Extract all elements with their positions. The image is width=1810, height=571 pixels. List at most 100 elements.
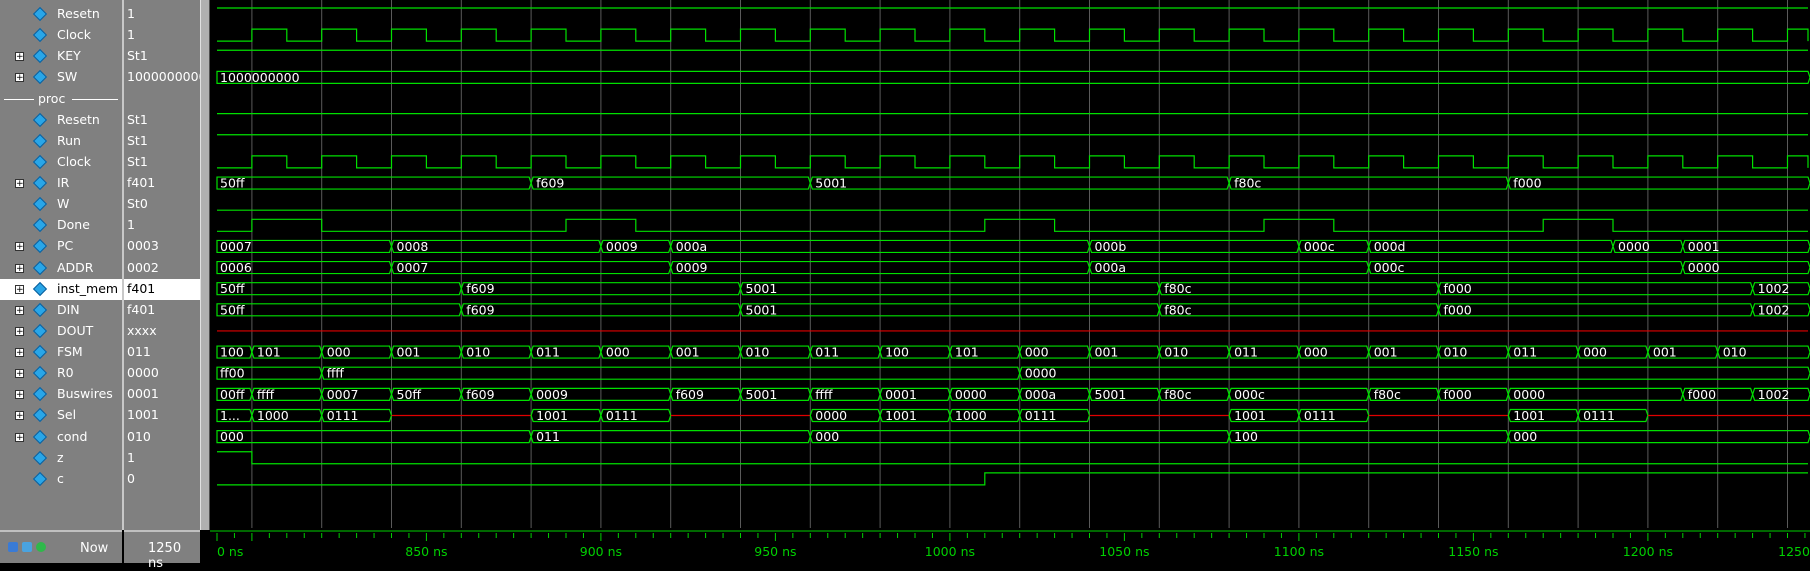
signal-value-row[interactable]: St1 [124,131,200,152]
signal-value-row[interactable]: 1 [124,215,200,236]
expand-icon[interactable]: + [15,369,24,380]
signal-row-sel[interactable]: + Sel [0,405,122,426]
waveform-ir[interactable]: 50ff f609 5001 f80c f000 [216,176,1810,191]
waveform-addr[interactable]: 0006 0007 0009 000a 000c 0000 [216,260,1810,275]
signal-row-w[interactable]: W [0,194,122,215]
bus-segment [1298,408,1370,423]
bus-value-label: 011 [536,429,560,444]
bus-value-label: 000 [327,345,351,360]
bus-value-label: 000 [1025,345,1049,360]
waveform-r0[interactable]: ff00 ffff 0000 [216,366,1810,381]
signal-value-row[interactable]: 0 [124,469,200,490]
bus-value-label: 000 [1304,345,1328,360]
signal-row-run[interactable]: Run [0,131,122,152]
waveform-c[interactable] [217,472,1808,486]
signal-row-resetn[interactable]: Resetn [0,110,122,131]
signal-row-din[interactable]: + DIN [0,300,122,321]
bus-value-label: f000 [1444,302,1472,317]
expand-icon[interactable]: + [15,390,24,401]
bus-value-label: 010 [1164,345,1188,360]
zoom-icon[interactable] [8,542,18,552]
waveform-clock[interactable] [217,28,1809,42]
bus-segment [390,345,462,359]
signal-row-key[interactable]: + KEY [0,46,122,67]
bus-value-label: f80c [1164,281,1191,296]
waveform-z[interactable] [217,451,1808,465]
expand-icon[interactable]: + [15,284,24,295]
signal-value-row[interactable]: 1 [124,25,200,46]
waveform-display[interactable]: 1000000000 50ff f609 5001 f80c f000 0007 0008 00… [210,0,1810,563]
signal-value-row[interactable]: f401 [124,278,200,300]
signal-value-row[interactable]: 0000 [124,363,200,384]
waveform-clock[interactable] [217,155,1809,169]
expand-icon[interactable]: + [15,411,24,422]
waveform-pc[interactable]: 0007 0008 0009 000a 000b 000c 000d 0000 0001 [216,239,1810,254]
signal-value-row[interactable]: xxxx [124,321,200,342]
signal-row-clock[interactable]: Clock [0,152,122,173]
signal-value-row[interactable]: 0001 [124,384,200,405]
signal-value-row[interactable]: 010 [124,427,200,448]
signal-value-row[interactable]: St1 [124,152,200,173]
signal-row-ir[interactable]: + IR [0,173,122,194]
signal-row-addr[interactable]: + ADDR [0,258,122,279]
group-divider-proc[interactable]: proc [0,89,122,110]
signal-row-inst_mem[interactable]: + inst_mem [0,278,122,300]
waveform-fsm[interactable]: 100 101 000 001 010 011 000 001 010 011 100 101 000 0… [216,345,1810,360]
signal-row-done[interactable]: Done [0,215,122,236]
waveform-done[interactable] [217,218,1808,232]
expand-icon[interactable]: + [15,348,24,359]
bus-segment [251,345,323,359]
signal-value-row[interactable]: 1 [124,4,200,25]
signal-value: 0000 [127,365,159,381]
signal-row-r0[interactable]: + R0 [0,363,122,384]
expand-icon[interactable]: + [15,305,24,316]
cursor-icon[interactable] [22,542,32,552]
expand-icon[interactable]: + [15,179,24,190]
signal-row-cond[interactable]: + cond [0,427,122,448]
signal-value-row[interactable]: 1001 [124,405,200,426]
signal-value-row[interactable]: 1 [124,448,200,469]
expand-icon[interactable]: + [15,52,24,63]
bus-value-label: 000c [1374,260,1405,275]
signal-name: Clock [57,153,91,169]
waveform-sw[interactable]: 1000000000 [216,70,1810,85]
bus-value-label: 001 [1095,345,1119,360]
waveform-inst_mem[interactable]: 50ff f609 5001 f80c f000 1002 [216,281,1810,296]
waveform-sel[interactable]: 1... 1000 0111 1001 0111 0000 1001 1000 0111 1001… [216,408,1810,423]
signal-row-clock[interactable]: Clock [0,25,122,46]
bus-value-label: 011 [1234,345,1258,360]
expand-icon[interactable]: + [15,432,24,443]
bus-value-label: 011 [815,345,839,360]
signal-row-c[interactable]: c [0,469,122,490]
signal-row-sw[interactable]: + SW [0,67,122,88]
expand-icon[interactable]: + [15,242,24,253]
signal-row-z[interactable]: z [0,448,122,469]
signal-value-row[interactable]: St0 [124,194,200,215]
signal-value-row[interactable]: St1 [124,110,200,131]
signal-row-buswires[interactable]: + Buswires [0,384,122,405]
signal-row-dout[interactable]: + DOUT [0,321,122,342]
signal-value-row[interactable]: 011 [124,342,200,363]
signal-value-row[interactable]: f401 [124,173,200,194]
signal-row-pc[interactable]: + PC [0,236,122,257]
signal-value-row[interactable]: St1 [124,46,200,67]
bus-segment [216,70,1810,84]
expand-icon[interactable]: + [15,73,24,84]
wave-panel-splitter[interactable] [200,0,210,563]
waveform-buswires[interactable]: 00ff ffff 0007 50ff f609 0009 f609 5001 ffff 0001… [216,387,1810,402]
signal-row-resetn[interactable]: Resetn [0,4,122,25]
add-cursor-icon[interactable] [36,542,46,552]
waveform-cond[interactable]: 000 011 000 100 000 [216,429,1810,444]
expand-icon[interactable]: + [15,326,24,337]
bus-value-label: f80c [1164,387,1191,402]
bus-value-label: 000 [815,429,839,444]
waveform-din[interactable]: 50ff f609 5001 f80c f000 1002 [216,302,1810,317]
signal-row-fsm[interactable]: + FSM [0,342,122,363]
signal-value-row[interactable]: 1000000000 [124,67,207,88]
signal-value-row[interactable]: f401 [124,300,200,321]
signal-value-row[interactable]: 0003 [124,236,200,257]
bus-value-label: 1002 [1758,302,1790,317]
signal-value-row[interactable]: 0002 [124,258,200,279]
expand-icon[interactable]: + [15,263,24,274]
panel-splitter[interactable] [122,0,124,530]
